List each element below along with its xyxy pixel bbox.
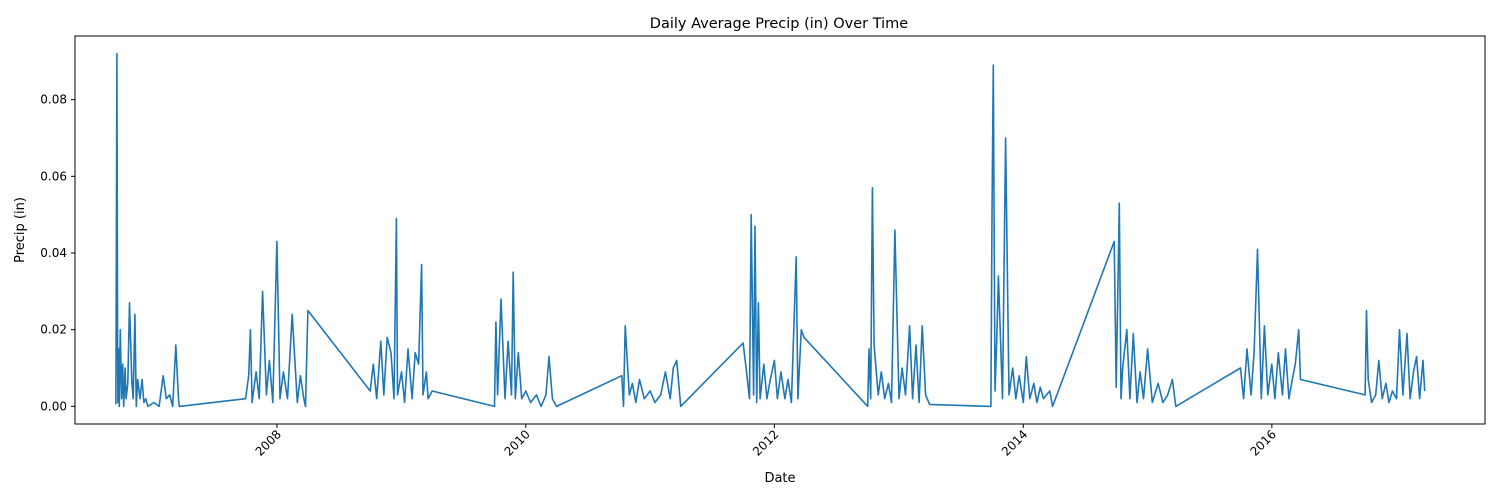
x-axis: 2008 2010 2012 2014 2016 bbox=[253, 424, 1279, 459]
chart-title: Daily Average Precip (in) Over Time bbox=[650, 16, 909, 32]
x-tick-label: 2014 bbox=[999, 427, 1030, 458]
x-tick-label: 2010 bbox=[501, 427, 532, 458]
y-tick-label: 0.00 bbox=[40, 399, 67, 413]
series-line-0 bbox=[115, 52, 1426, 408]
y-tick-label: 0.08 bbox=[40, 93, 67, 107]
plot-frame bbox=[74, 35, 1486, 425]
y-tick-label: 0.02 bbox=[40, 323, 67, 337]
x-tick-label: 2008 bbox=[253, 427, 284, 458]
y-tick-label: 0.04 bbox=[40, 246, 67, 260]
plot-area bbox=[115, 52, 1426, 408]
y-axis-title: Precip (in) bbox=[13, 197, 28, 263]
x-tick-label: 2012 bbox=[750, 427, 781, 458]
y-tick-label: 0.06 bbox=[40, 169, 67, 183]
x-tick-label: 2016 bbox=[1247, 427, 1278, 458]
y-axis: 0.00 0.02 0.04 0.06 0.08 bbox=[40, 93, 75, 413]
x-axis-title: Date bbox=[764, 471, 795, 486]
